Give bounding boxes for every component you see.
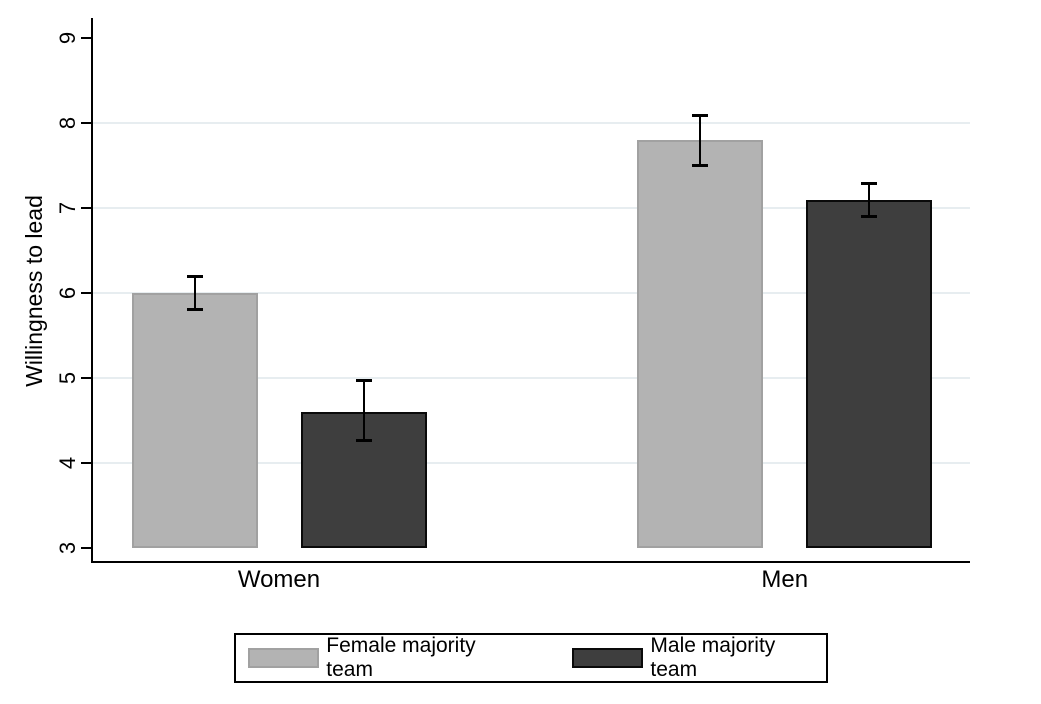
error-bar-cap-bottom [861,214,878,218]
bar-men-male-majority-team [806,199,933,548]
gridline-y-4 [93,462,970,464]
x-axis-line [91,561,970,563]
x-category-label-men: Men [761,566,809,593]
legend-label-female-majority: Female majority team [326,634,476,681]
error-bar-stem [193,276,196,310]
male-majority-swatch [572,648,644,668]
bar-men-female-majority-team [637,140,764,548]
gridline-y-8 [93,122,970,124]
error-bar-stem [868,182,871,217]
legend: Female majority team Male majority team [234,633,828,683]
y-tick-label-5: 5 [55,371,80,385]
gridline-y-6 [93,292,970,294]
y-tick-mark-6 [81,292,91,294]
error-bar-cap-top [861,181,878,185]
y-tick-mark-9 [81,37,91,39]
error-bar-cap-top [692,113,709,117]
x-category-label-women: Women [237,566,321,593]
y-tick-label-3: 3 [55,541,80,555]
legend-label-male-majority: Male majority team [650,634,776,681]
error-bar-cap-top [355,378,372,382]
error-bar-stem [362,379,365,441]
y-tick-mark-3 [81,547,91,549]
y-tick-mark-7 [81,207,91,209]
y-tick-label-4: 4 [55,456,80,470]
y-tick-mark-4 [81,462,91,464]
legend-item-male-majority-team: Male majority team [572,634,826,682]
error-bar-cap-bottom [355,438,372,442]
bar-women-female-majority-team [131,293,258,548]
error-bar-cap-bottom [692,163,709,167]
gridline-y-5 [93,377,970,379]
y-axis-title: Willingness to lead [21,195,47,387]
gridline-y-7 [93,207,970,209]
error-bar-cap-top [186,275,203,278]
error-bar-cap-bottom [186,308,203,311]
y-tick-label-6: 6 [55,286,80,300]
y-tick-label-8: 8 [55,116,80,130]
legend-item-female-majority-team: Female majority team [248,634,526,682]
y-axis-line [91,18,93,563]
y-tick-mark-5 [81,377,91,379]
female-majority-swatch [248,648,320,668]
y-tick-label-9: 9 [55,31,80,45]
y-tick-label-7: 7 [55,201,80,215]
error-bar-stem [699,114,702,166]
y-tick-mark-8 [81,122,91,124]
